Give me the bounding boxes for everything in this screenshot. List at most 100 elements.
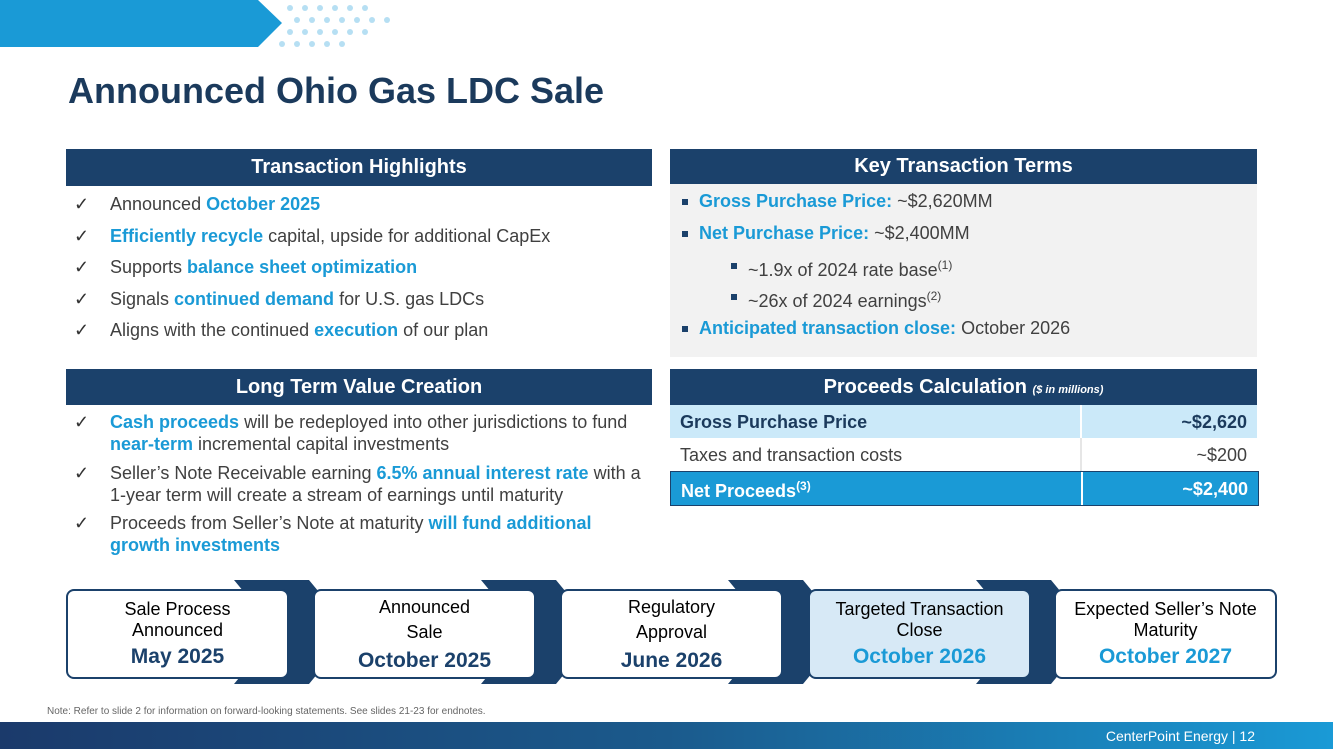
footnote: Note: Refer to slide 2 for information o… — [47, 706, 486, 717]
bullet — [731, 294, 737, 300]
milestone-label: Expected Seller’s Note — [1074, 599, 1257, 619]
heading-note: ($ in millions) — [1032, 384, 1104, 396]
text: Supports — [110, 257, 188, 278]
label-text: Gross Purchase Price — [680, 412, 868, 432]
row-label: Net Proceeds(3) — [681, 479, 811, 502]
check-icon: ✓ — [74, 194, 90, 214]
milestone-date: October 2027 — [1098, 645, 1233, 668]
item-text: Proceeds from Seller’s Note at maturity … — [110, 512, 644, 556]
row-label: Taxes and transaction costs — [680, 445, 902, 466]
footer-bar — [0, 722, 1333, 749]
row-label: Gross Purchase Price — [680, 412, 867, 433]
note-ref: (1) — [937, 258, 953, 272]
milestone-label: Announced — [378, 597, 471, 617]
milestone-label: Sale Process — [124, 599, 231, 619]
term-item: ~1.9x of 2024 rate base(1) — [748, 254, 952, 281]
cell-divider — [1081, 472, 1083, 505]
emphasis: Efficiently recycle — [110, 225, 264, 246]
milestone-date: June 2026 — [620, 649, 723, 672]
check-icon: ✓ — [74, 513, 90, 533]
heading-text: Proceeds Calculation — [823, 376, 1027, 398]
bullet — [731, 263, 737, 269]
check-icon: ✓ — [74, 320, 90, 341]
note-ref: (3) — [796, 479, 811, 493]
text: capital, upside for additional CapEx — [263, 225, 551, 246]
list-item: ✓ Announced October 2025 — [74, 193, 644, 215]
list-item: ✓ Supports balance sheet optimization — [74, 256, 644, 278]
milestone-date: May 2025 — [130, 645, 225, 668]
item-text: Cash proceeds will be redeployed into ot… — [110, 411, 644, 455]
bullet — [682, 231, 688, 237]
item-text: Signals continued demand for U.S. gas LD… — [110, 288, 644, 310]
term-value: October 2026 — [956, 318, 1071, 338]
milestone: Announced Sale October 2025 — [313, 589, 536, 679]
milestone: Regulatory Approval June 2026 — [560, 589, 783, 679]
term-item: Gross Purchase Price: ~$2,620MM — [699, 190, 993, 212]
row-value: ~$200 — [1196, 445, 1247, 465]
emphasis: October 2025 — [206, 194, 321, 214]
text: Announced — [110, 194, 207, 214]
milestone-date: October 2025 — [357, 649, 492, 672]
section-heading: Transaction Highlights — [66, 149, 652, 186]
cell-divider — [1080, 405, 1082, 438]
item-text: Supports balance sheet optimization — [110, 256, 644, 278]
table-row: Net Proceeds(3) ~$2,400 — [670, 471, 1259, 506]
term-value: ~$2,400MM — [869, 223, 970, 243]
item-text: Announced October 2025 — [110, 193, 644, 215]
term-value: ~1.9x of 2024 rate base — [748, 260, 938, 280]
emphasis: execution — [314, 320, 399, 341]
text: incremental capital investments — [193, 434, 450, 454]
term-item: ~26x of 2024 earnings(2) — [748, 285, 941, 312]
text: Seller’s Note Receivable earning — [110, 462, 377, 483]
emphasis: near-term — [110, 434, 194, 454]
milestone-date: October 2026 — [852, 645, 987, 668]
term-label: Anticipated transaction close: — [699, 318, 957, 338]
item-text: Efficiently recycle capital, upside for … — [110, 225, 644, 247]
milestone-label: Maturity — [1133, 620, 1198, 640]
banner — [0, 0, 390, 47]
row-value: ~$2,620 — [1181, 412, 1247, 432]
text: Signals — [110, 288, 175, 309]
list-item: ✓ Cash proceeds will be redeployed into o… — [74, 411, 644, 455]
list-item: ✓ Efficiently recycle capital, upside for… — [74, 225, 644, 247]
term-value: ~$2,620MM — [892, 191, 993, 211]
milestone-label: Sale — [406, 622, 443, 642]
title: Announced Ohio Gas LDC Sale — [68, 70, 605, 111]
term-item: Anticipated transaction close: October 2… — [699, 317, 1070, 339]
item-text: Aligns with the continued execution of o… — [110, 319, 644, 341]
milestone-label: Targeted Transaction — [835, 599, 1004, 619]
list-item: ✓ Seller’s Note Receivable earning 6.5% a… — [74, 462, 644, 506]
check-icon: ✓ — [74, 288, 90, 309]
list-item: ✓ Aligns with the continued execution of … — [74, 319, 644, 341]
text: will be redeployed into other jurisdicti… — [239, 412, 628, 432]
check-icon: ✓ — [74, 462, 90, 483]
text: for U.S. gas LDCs — [334, 288, 485, 309]
text: Aligns with the continued — [110, 320, 315, 341]
section-heading: Proceeds Calculation ($ in millions) — [670, 369, 1257, 405]
milestone: Sale Process Announced May 2025 — [66, 589, 289, 679]
bullet — [682, 199, 688, 205]
milestone-label: Approval — [635, 622, 708, 642]
cell-divider — [1080, 438, 1082, 471]
emphasis: continued demand — [174, 288, 335, 309]
footer-text: CenterPoint Energy | 12 — [1105, 728, 1255, 744]
text: of our plan — [398, 320, 489, 341]
emphasis: 6.5% annual interest rate — [376, 462, 589, 483]
list-item: ✓ Proceeds from Seller’s Note at maturity… — [74, 512, 644, 556]
term-item: Net Purchase Price: ~$2,400MM — [699, 222, 970, 244]
term-label: Gross Purchase Price: — [699, 191, 893, 211]
note-ref: (2) — [926, 289, 942, 303]
emphasis: Cash proceeds — [110, 412, 240, 432]
table-row: Taxes and transaction costs ~$200 — [670, 438, 1257, 471]
term-value: ~26x of 2024 earnings — [748, 291, 927, 311]
row-value: ~$2,400 — [1182, 479, 1248, 499]
term-label: Net Purchase Price: — [699, 223, 870, 243]
milestone: Targeted Transaction Close October 2026 — [808, 589, 1031, 679]
check-icon: ✓ — [74, 412, 90, 432]
milestone-label: Announced — [131, 620, 224, 640]
bullet — [682, 326, 688, 332]
section-heading: Long Term Value Creation — [66, 369, 652, 405]
milestone-label: Regulatory — [627, 597, 716, 617]
check-icon: ✓ — [74, 257, 90, 278]
